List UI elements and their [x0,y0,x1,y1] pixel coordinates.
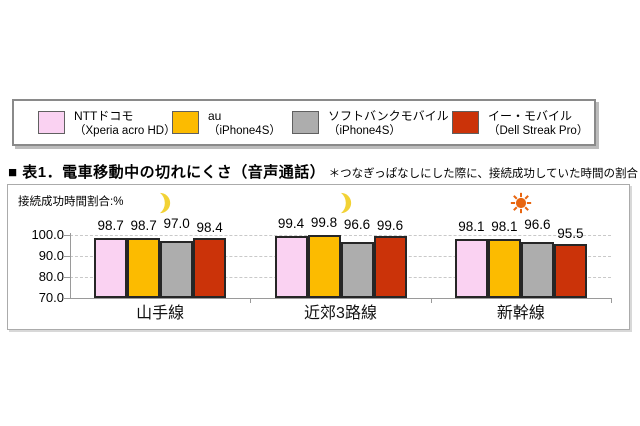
category-label: 近郊3路線 [304,305,377,322]
legend-item: NTTドコモ （Xperia acro HD） [38,109,176,139]
bar-value-label: 99.8 [310,215,338,231]
plot-area: 100.0 90.0 80.0 70.0 山手線 98.7 98.7 97.0 98.4 近郊3路… [8,185,629,329]
bar [274,236,308,298]
bar [160,241,194,298]
y-tick-label: 80.0 [38,269,64,284]
legend-text: ソフトバンクモバイル （iPhone4S） [328,109,449,139]
bar [94,237,128,298]
category-tick [430,298,432,303]
legend-text: au （iPhone4S） [208,109,281,139]
bar-value-label: 98.1 [458,218,485,234]
y-tick-label: 70.0 [38,290,64,305]
y-tick [64,277,70,278]
bar [193,238,227,298]
bar [307,235,341,298]
bar [454,238,488,298]
moon-icon [149,192,173,216]
bar [127,237,161,298]
legend-item: ソフトバンクモバイル （iPhone4S） [292,109,449,139]
sun-icon [510,192,534,216]
legend-text: イー・モバイル （Dell Streak Pro） [488,109,588,139]
bar-value-label: 95.5 [557,226,584,242]
bar [487,238,521,298]
footnote: ＊つなぎっぱなしにした際に、接続成功していた時間の割合 [328,168,638,180]
legend-carrier-name: イー・モバイル [488,109,573,123]
y-tick-label: 100.0 [31,227,64,242]
legend-carrier-name: NTTドコモ [74,109,134,123]
legend-device-name: （Dell Streak Pro） [488,125,589,137]
legend-carrier-name: au [208,109,222,123]
legend-carrier-name: ソフトバンクモバイル [328,109,449,123]
x-axis [70,298,612,299]
moon-icon [330,192,354,216]
legend-swatch [452,111,479,134]
bar-value-label: 96.6 [343,217,371,233]
y-tick-label: 90.0 [38,248,64,263]
category-tick [250,298,252,303]
y-tick [64,235,70,236]
y-tick [64,298,70,299]
bar-value-label: 99.6 [376,217,404,233]
legend-device-name: （iPhone4S） [328,125,401,137]
category-label: 山手線 [136,305,185,322]
bar-value-label: 98.1 [491,218,518,234]
legend: NTTドコモ （Xperia acro HD） au （iPhone4S） ソフトバンク… [12,99,596,146]
bar-value-label: 97.0 [163,216,190,232]
gridline [70,235,611,236]
bar-value-label: 98.7 [130,217,157,233]
legend-item: au （iPhone4S） [172,109,281,139]
bar-value-label: 96.6 [524,217,551,233]
legend-device-name: （iPhone4S） [208,125,281,137]
legend-text: NTTドコモ （Xperia acro HD） [74,109,176,139]
bar-value-label: 99.4 [277,216,305,232]
legend-item: イー・モバイル （Dell Streak Pro） [452,109,588,139]
bar-value-label: 98.4 [196,220,223,236]
chart-title: ■ 表1．電車移動中の切れにくさ（音声通話） [8,164,326,181]
bar [520,242,554,298]
y-axis [70,233,71,299]
category-tick [611,298,612,303]
y-tick [64,256,70,257]
bar [553,244,587,298]
legend-swatch [292,111,319,134]
category-label: 新幹線 [496,305,545,322]
chart: 接続成功時間割合:% 100.0 90.0 80.0 70.0 山手線 98.7 98.7 9… [7,184,630,330]
legend-swatch [38,111,65,134]
y-axis-label: 接続成功時間割合:% [18,196,124,208]
legend-device-name: （Xperia acro HD） [74,125,176,137]
bar [340,242,374,298]
legend-swatch [172,111,199,134]
bar-value-label: 98.7 [97,217,124,233]
bar [373,235,407,298]
